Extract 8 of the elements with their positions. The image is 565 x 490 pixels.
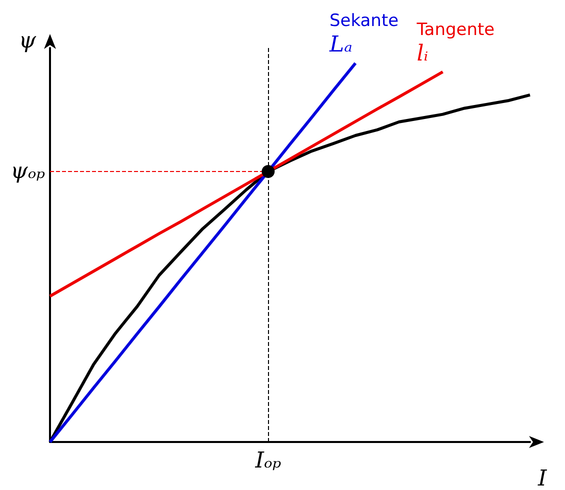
text: Iₒₚ [255,448,282,474]
ref-line-label: ψₒₚ [10,159,46,184]
text: Sekante [329,11,399,32]
text: Lₐ [328,32,352,58]
y-axis-title: ψ [18,28,37,54]
text: Tangente [416,20,495,40]
x-axis-title: I [537,466,548,490]
annotation: lᵢ [416,41,428,66]
